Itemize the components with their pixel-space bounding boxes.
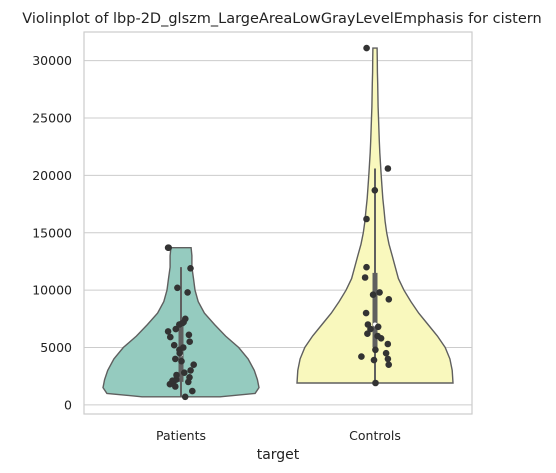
data-point [172,355,179,363]
data-point [363,263,370,271]
data-point [364,321,372,328]
plot-frame [83,31,473,415]
data-point [363,44,370,52]
data-point [361,274,369,281]
y-tick-label: 0 [64,397,72,412]
data-point [362,309,370,317]
data-point [187,367,194,374]
data-point [180,344,187,351]
data-point [384,355,392,363]
data-point [186,374,193,381]
data-point [374,323,382,331]
violins [102,47,454,398]
y-tick-label: 10000 [32,283,72,298]
data-point [178,357,185,365]
y-tick-label: 5000 [40,340,72,355]
y-axis-ticks: 0 5000 10000 15000 20000 25000 30000 [32,53,72,412]
data-point [382,349,390,357]
data-point [182,315,189,323]
data-point [181,393,189,401]
data-point [384,165,392,172]
data-point [173,371,180,379]
x-tick-label: Patients [156,428,206,443]
data-point [189,387,196,395]
data-point [185,331,193,339]
x-tick-label: Controls [349,428,401,443]
data-point [384,340,392,348]
y-tick-label: 15000 [32,225,72,240]
data-point [370,356,378,364]
chart-title: Violinplot of lbp-2D_glszm_LargeAreaLowG… [22,11,541,27]
data-point [363,215,370,223]
data-point [186,338,193,346]
data-point [190,361,197,369]
data-point [170,341,178,349]
data-point [187,265,194,272]
data-point [164,328,172,335]
y-tick-label: 25000 [32,111,72,126]
data-point [174,284,181,292]
data-point [372,379,379,387]
data-point [184,289,191,296]
data-point [167,333,174,341]
data-point [385,296,393,303]
y-tick-label: 20000 [32,168,72,183]
data-point [358,353,365,360]
data-point [371,187,379,194]
data-point [374,332,381,340]
y-tick-label: 30000 [32,53,72,68]
data-point [376,289,383,296]
x-axis-ticks: Patients Controls [156,428,401,443]
data-point [172,325,180,333]
data-point [369,291,377,299]
data-point [181,369,188,377]
data-point [165,244,172,251]
data-point [372,346,379,354]
strip-points [164,44,393,401]
x-axis-label: target [257,447,300,463]
data-point [385,361,393,369]
